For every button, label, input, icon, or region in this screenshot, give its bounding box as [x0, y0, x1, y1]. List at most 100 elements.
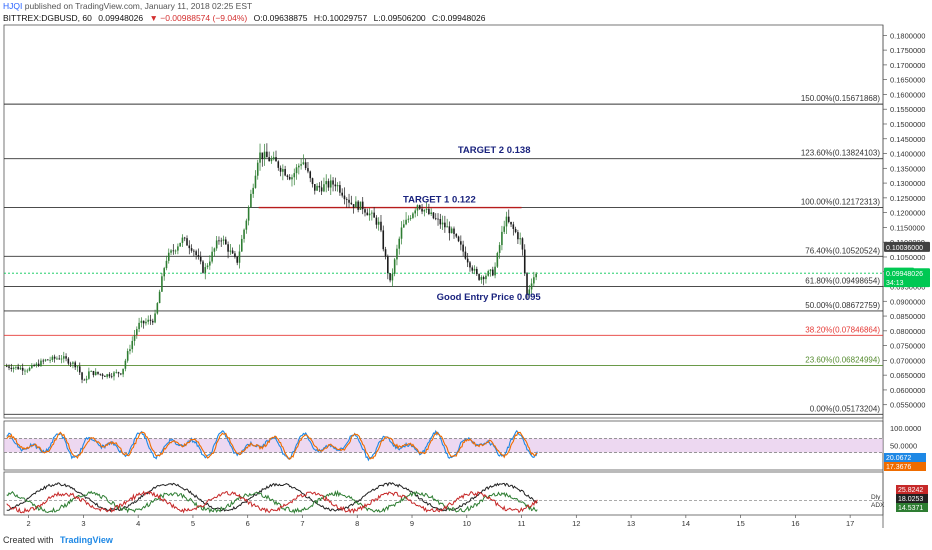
adx-value-label: 14.5371 [898, 505, 923, 512]
candle-body [47, 359, 49, 361]
candle-body [21, 367, 24, 371]
price-badge [884, 268, 930, 279]
candle-body [124, 360, 127, 369]
candle-body [286, 175, 289, 177]
candle-body [482, 277, 485, 280]
candle-body [163, 268, 165, 277]
candle-body [503, 226, 505, 232]
adx-value-badge [896, 485, 928, 494]
candle-body [530, 283, 533, 290]
x-tick-label: 17 [846, 519, 854, 528]
candle-body [334, 184, 337, 187]
candle-body [345, 199, 348, 201]
candle-body [110, 376, 113, 378]
candle-body [8, 366, 10, 368]
x-tick-label: 7 [300, 519, 304, 528]
tradingview-logo[interactable]: TradingView [60, 535, 113, 545]
candle-body [448, 226, 451, 234]
candle-body [464, 251, 467, 259]
candle-body [380, 221, 382, 231]
fib-label: 50.00%(0.08672759) [805, 301, 880, 310]
candle-body [58, 358, 61, 360]
candle-body [53, 356, 56, 359]
candle-body [256, 162, 259, 176]
candle-body [177, 246, 179, 251]
candle-body [72, 362, 74, 364]
rsi-signal-line [6, 431, 538, 461]
candle-body [151, 320, 154, 323]
y-tick-label: 0.1600000 [890, 90, 925, 99]
adx-value-label: 18.0253 [898, 496, 923, 503]
candle-body [190, 248, 193, 251]
y-tick-label: 0.0650000 [890, 371, 925, 380]
candle-body [65, 356, 67, 359]
x-tick-label: 6 [246, 519, 250, 528]
candle-body [405, 219, 407, 225]
candle-body [186, 238, 188, 246]
close-value: C:0.09948026 [432, 13, 486, 23]
candle-body [24, 370, 26, 372]
candle-body [510, 221, 512, 225]
candle-body [193, 250, 195, 252]
candle-body [263, 151, 266, 159]
y-tick-label: 0.0600000 [890, 386, 925, 395]
candle-body [519, 238, 521, 240]
footer-created: Created with [3, 535, 54, 545]
candle-body [313, 184, 316, 191]
candle-body [487, 271, 490, 276]
candle-body [106, 374, 108, 377]
x-tick-label: 10 [463, 519, 471, 528]
candle-body [172, 250, 175, 252]
open-value: O:0.09638875 [253, 13, 308, 23]
candle-body [227, 244, 229, 252]
candle-body [92, 371, 95, 376]
candle-body [496, 252, 499, 267]
fib-label: 76.40%(0.10520524) [805, 246, 880, 255]
candle-body [293, 173, 296, 178]
candle-body [33, 365, 35, 367]
candle-body [393, 259, 396, 274]
adx-prefix-label: ADX [871, 502, 885, 509]
candle-body [243, 229, 245, 239]
candle-body [270, 159, 273, 162]
candle-body [225, 239, 227, 245]
candle-body [97, 371, 99, 374]
candle-body [213, 248, 216, 252]
price-badge-label: 34:13 [886, 280, 904, 287]
author-name[interactable]: HJQI [3, 1, 23, 11]
x-tick-label: 14 [682, 519, 690, 528]
fib-label: 0.00%(0.05173204) [810, 404, 881, 413]
rsi-value-badge [884, 462, 926, 471]
candle-body [15, 366, 17, 368]
candle-body [476, 268, 478, 275]
rsi-value-label: 20.0672 [886, 455, 911, 462]
candle-body [115, 372, 118, 373]
adx-value-badge [896, 503, 928, 512]
candle-body [391, 273, 394, 281]
candle-body [195, 251, 197, 256]
candle-body [131, 340, 134, 350]
candle-body [209, 261, 211, 266]
candle-body [282, 169, 284, 172]
candle-body [514, 228, 517, 233]
high-value: H:0.10029757 [313, 13, 368, 23]
x-tick-label: 3 [81, 519, 85, 528]
candle-body [215, 240, 218, 249]
candle-body [348, 199, 350, 203]
candle-body [220, 240, 223, 242]
candle-body [26, 370, 29, 372]
candle-body [325, 181, 328, 185]
candle-body [396, 248, 398, 260]
candle-body [295, 167, 298, 174]
candle-body [288, 176, 291, 180]
candle-body [272, 157, 275, 160]
candle-body [526, 273, 528, 295]
candle-body [199, 256, 202, 262]
y-tick-label: 0.1500000 [890, 120, 925, 129]
candle-body [521, 238, 524, 250]
candle-body [140, 320, 143, 323]
fib-label: 100.00%(0.12172313) [801, 198, 881, 207]
candle-body [44, 359, 47, 361]
candle-body [425, 208, 428, 210]
